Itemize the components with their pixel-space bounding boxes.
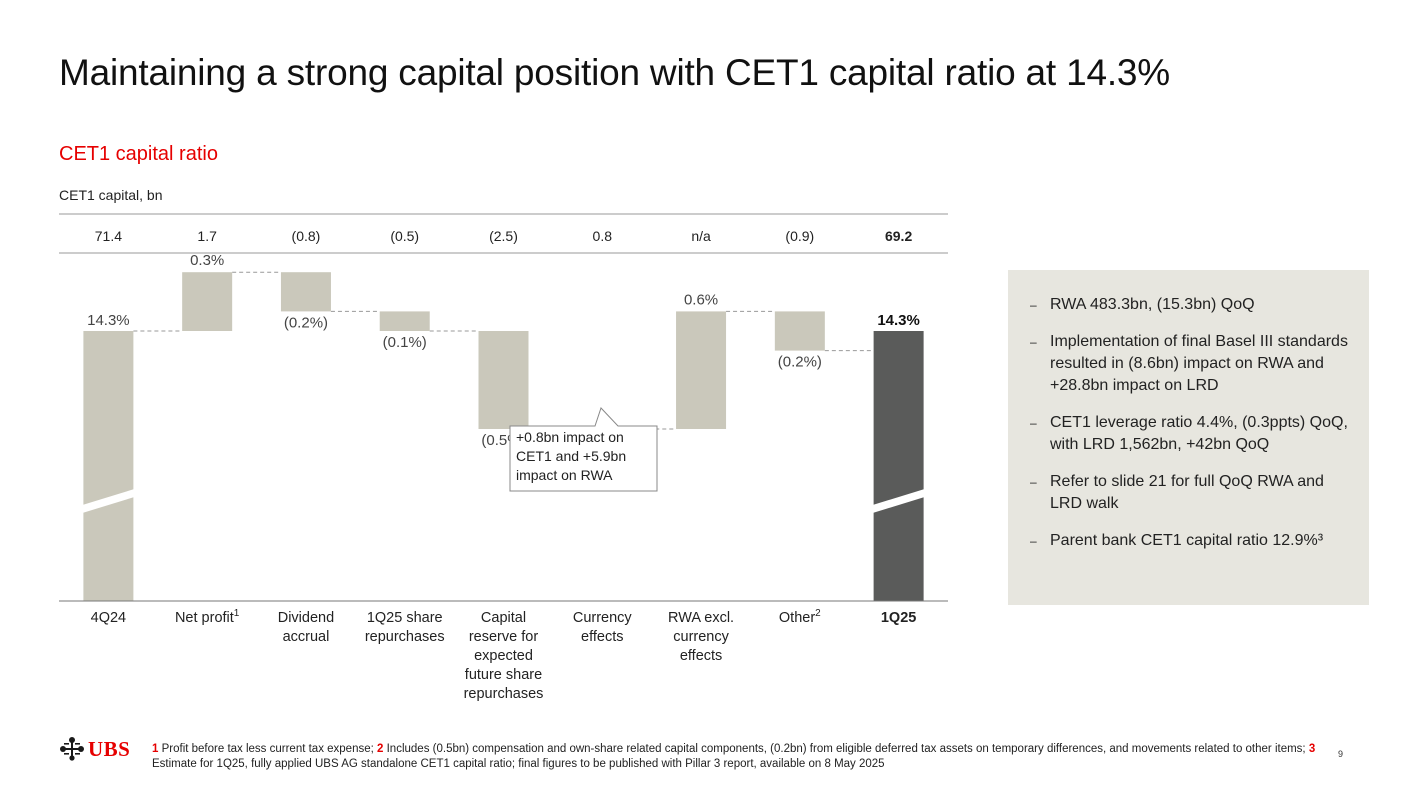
capital-value: 1.7 <box>197 228 217 244</box>
footnote-text: Estimate for 1Q25, fully applied UBS AG … <box>152 758 885 770</box>
capital-row-label: CET1 capital, bn <box>59 187 163 203</box>
footnote-number: 3 <box>1308 743 1316 755</box>
callout-bubble <box>509 407 658 492</box>
capital-value: (0.9) <box>785 228 814 244</box>
page-number: 9 <box>1338 749 1344 759</box>
waterfall-bar <box>676 311 727 429</box>
category-label: 1Q25 <box>881 610 916 626</box>
value-label: 14.3% <box>877 312 920 329</box>
footnote-text: Includes (0.5bn) compensation and own-sh… <box>383 743 1309 755</box>
value-label: (0.1%) <box>383 334 427 351</box>
category-label: 4Q24 <box>91 610 126 626</box>
capital-value: n/a <box>691 228 711 244</box>
axis-break-mark <box>82 489 135 513</box>
axis-break-mark <box>872 489 925 513</box>
category-label: Dividend accrual <box>278 610 334 645</box>
category-label: Other2 <box>779 608 821 626</box>
category-label: 1Q25 share repurchases <box>365 610 445 645</box>
info-item: Implementation of final Basel III standa… <box>1030 331 1351 397</box>
currency-callout: +0.8bn impact on CET1 and +5.9bn impact … <box>516 429 627 483</box>
value-label: (0.2%) <box>284 314 328 331</box>
waterfall-bar <box>182 272 233 331</box>
capital-value: (0.5) <box>390 228 419 244</box>
logo-text: UBS <box>88 736 131 761</box>
category-label: Capital reserve for expected future share re… <box>464 610 544 702</box>
waterfall-bar <box>83 331 134 601</box>
info-item: Refer to slide 21 for full QoQ RWA and L… <box>1030 471 1351 515</box>
capital-value: 71.4 <box>95 228 122 244</box>
waterfall-bar <box>873 331 924 601</box>
category-label: RWA excl. currency effects <box>668 610 734 664</box>
ubs-logo: UBS <box>59 736 130 762</box>
capital-value: 69.2 <box>885 228 912 244</box>
page-title: Maintaining a strong capital position wi… <box>59 52 1170 93</box>
info-item: RWA 483.3bn, (15.3bn) QoQ <box>1030 294 1351 316</box>
value-label: 0.6% <box>684 291 718 308</box>
footnote-number: 1 <box>152 743 159 755</box>
chart-subtitle: CET1 capital ratio <box>59 143 218 165</box>
keys-icon <box>60 737 84 761</box>
footnote-text: Profit before tax less current tax expen… <box>158 743 378 755</box>
info-item: Parent bank CET1 capital ratio 12.9%³ <box>1030 530 1351 552</box>
capital-value: 0.8 <box>593 228 613 244</box>
info-panel: RWA 483.3bn, (15.3bn) QoQ Implementation… <box>1008 270 1369 605</box>
value-label: 14.3% <box>87 312 130 329</box>
capital-value: (2.5) <box>489 228 518 244</box>
waterfall-bar <box>280 272 331 312</box>
capital-value: (0.8) <box>292 228 321 244</box>
info-list: RWA 483.3bn, (15.3bn) QoQ Implementation… <box>1008 270 1369 552</box>
waterfall-bar <box>478 331 529 429</box>
category-label: Currency effects <box>573 610 633 645</box>
waterfall-chart: 71.4 1.7 (0.8) (0.5) (2.5) 0.8 n/a (0.9) 69.2 14.… <box>59 213 948 702</box>
category-label: Net profit1 <box>175 608 240 626</box>
value-label: 0.3% <box>190 252 224 269</box>
footnotes: 1 Profit before tax less current tax exp… <box>152 742 1322 772</box>
info-item: CET1 leverage ratio 4.4%, (0.3ppts) QoQ,… <box>1030 412 1351 456</box>
waterfall-bar <box>774 311 825 351</box>
footnote-number: 2 <box>377 743 384 755</box>
waterfall-bar <box>379 311 430 331</box>
value-label: (0.2%) <box>778 354 822 371</box>
